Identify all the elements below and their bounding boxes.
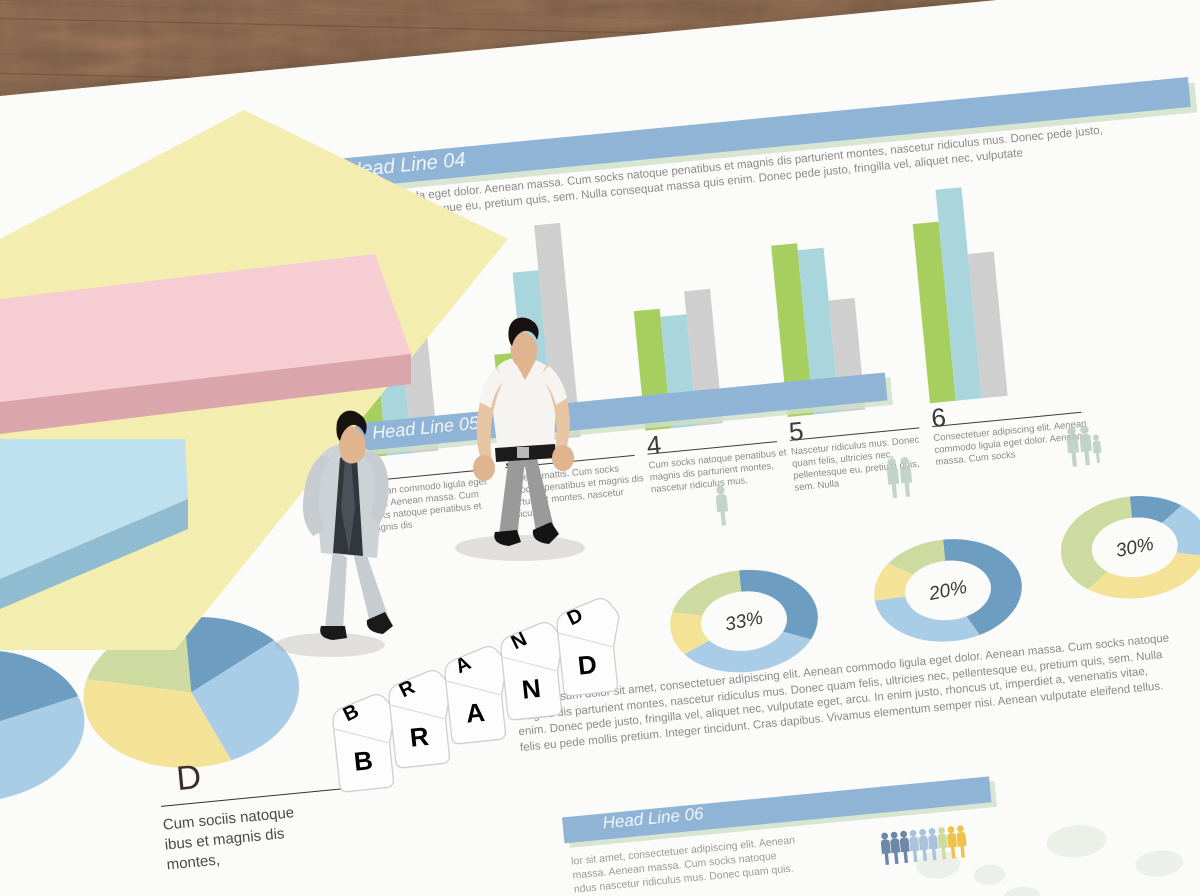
svg-text:A: A: [464, 697, 486, 729]
svg-text:B: B: [352, 745, 374, 777]
svg-text:R: R: [408, 721, 430, 753]
svg-text:D: D: [576, 649, 598, 681]
svg-text:N: N: [520, 673, 542, 705]
